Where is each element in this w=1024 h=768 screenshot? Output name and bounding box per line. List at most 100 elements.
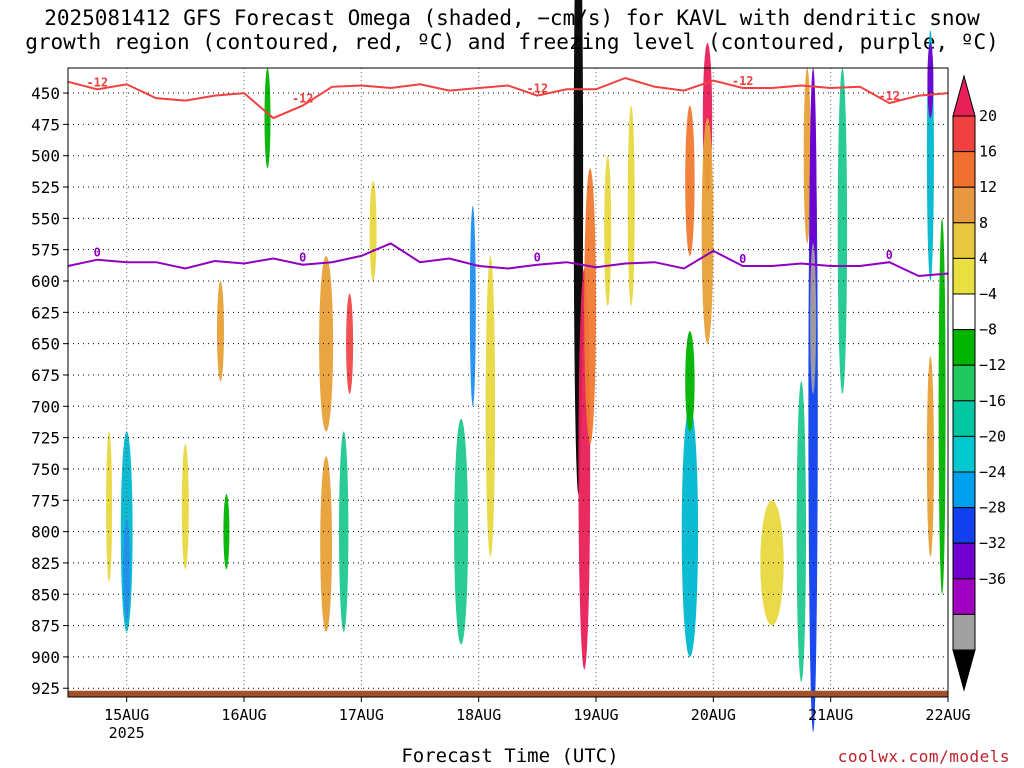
colorbar-segment bbox=[952, 329, 976, 366]
omega-blob bbox=[810, 243, 817, 394]
colorbar-segment bbox=[952, 542, 976, 580]
x-tick-label: 16AUG bbox=[221, 706, 266, 724]
omega-blob bbox=[264, 68, 271, 169]
omega-blob bbox=[927, 42, 934, 119]
colorbar-segment bbox=[952, 293, 976, 331]
colorbar-label: −4 bbox=[979, 285, 997, 303]
omega-blob bbox=[217, 281, 224, 382]
colorbar-label: 4 bbox=[979, 249, 988, 267]
freezing-level-label: 0 bbox=[886, 248, 893, 262]
freezing-level-label: 0 bbox=[299, 251, 306, 265]
contours: -12 -12 -12 -12 -12 0 0 0 0 0 bbox=[67, 74, 949, 278]
omega-blob bbox=[760, 500, 784, 626]
y-tick-label: 900 bbox=[31, 648, 60, 667]
colorbar-segment bbox=[952, 507, 976, 544]
omega-blob bbox=[584, 168, 596, 444]
axes: 450 475 500 525 550 575 600 625 650 675 700 725 750 7… bbox=[31, 67, 971, 742]
x-tick-label: 21AUG bbox=[808, 706, 853, 724]
colorbar-label: −32 bbox=[979, 534, 1006, 552]
omega-blob bbox=[369, 180, 377, 281]
colorbar-segment bbox=[952, 257, 976, 295]
dgz-isotherm-line bbox=[67, 76, 949, 120]
x-axis-label: Forecast Time (UTC) bbox=[401, 745, 619, 767]
colorbar-label: 12 bbox=[979, 178, 997, 196]
colorbar-segment bbox=[952, 400, 976, 437]
y-tick-label: 550 bbox=[31, 209, 60, 228]
colorbar-label: −16 bbox=[979, 392, 1006, 410]
omega-blob bbox=[319, 256, 334, 432]
x-tick-sublabel: 2025 bbox=[109, 724, 145, 742]
colorbar-segment bbox=[952, 471, 976, 509]
colorbar-segment bbox=[952, 115, 976, 153]
omega-blob bbox=[685, 105, 695, 256]
y-tick-label: 875 bbox=[31, 617, 60, 636]
x-tick-label: 17AUG bbox=[339, 706, 384, 724]
y-tick-label: 500 bbox=[31, 147, 60, 166]
omega-blob bbox=[796, 381, 806, 682]
omega-blob bbox=[681, 406, 699, 657]
credit-link[interactable]: coolwx.com/models bbox=[837, 747, 1010, 766]
y-tick-label: 850 bbox=[31, 585, 60, 604]
colorbar-segment bbox=[952, 186, 976, 224]
dgz-isotherm-label: -12 bbox=[878, 89, 900, 103]
omega-blob bbox=[485, 255, 496, 557]
dgz-isotherm-label: -12 bbox=[292, 92, 314, 106]
y-tick-label: 450 bbox=[31, 84, 60, 103]
y-tick-label: 750 bbox=[31, 460, 60, 479]
colorbar-segment bbox=[952, 435, 976, 473]
dgz-isotherm-label: -12 bbox=[86, 75, 108, 89]
omega-blob bbox=[106, 431, 113, 582]
colorbar-label: 20 bbox=[979, 107, 997, 125]
dgz-isotherm-label: -12 bbox=[526, 82, 548, 96]
omega-blob bbox=[469, 205, 476, 407]
colorbar-top-tip bbox=[952, 74, 976, 117]
omega-blob bbox=[837, 68, 848, 394]
colorbar-segment bbox=[952, 222, 976, 259]
omega-blob bbox=[604, 155, 612, 307]
y-tick-label: 650 bbox=[31, 335, 60, 354]
colorbar-label: −24 bbox=[979, 463, 1006, 481]
colorbar: 20 16 12 8 4 −4 −8 −12 −16 −20 −24 −28 −32 −36 bbox=[952, 74, 1006, 692]
y-tick-label: 825 bbox=[31, 554, 60, 573]
colorbar-segment bbox=[952, 151, 976, 188]
x-tick-label: 20AUG bbox=[691, 706, 736, 724]
plot-frame bbox=[67, 67, 949, 698]
colorbar-label: −36 bbox=[979, 570, 1006, 588]
colorbar-label: −8 bbox=[979, 321, 997, 339]
y-tick-label: 775 bbox=[31, 491, 60, 510]
grid bbox=[68, 68, 948, 697]
omega-blob bbox=[926, 356, 934, 557]
colorbar-label: −28 bbox=[979, 499, 1006, 517]
colorbar-segment bbox=[952, 613, 976, 651]
x-tick-label: 22AUG bbox=[925, 706, 970, 724]
x-tick-label: 18AUG bbox=[456, 706, 501, 724]
colorbar-label: −20 bbox=[979, 427, 1006, 445]
freezing-level-label: 0 bbox=[739, 252, 746, 266]
colorbar-bottom-tip bbox=[952, 649, 976, 692]
freezing-level-label: 0 bbox=[94, 246, 101, 260]
y-tick-label: 625 bbox=[31, 303, 60, 322]
y-tick-label: 575 bbox=[31, 241, 60, 260]
omega-blob bbox=[346, 293, 354, 394]
colorbar-label: 8 bbox=[979, 214, 988, 232]
omega-blob bbox=[181, 443, 189, 570]
colorbar-segment bbox=[952, 578, 976, 615]
title-block: 2025081412 GFS Forecast Omega (shaded, −… bbox=[0, 6, 1024, 54]
colorbar-label: −12 bbox=[979, 356, 1006, 374]
y-tick-label: 525 bbox=[31, 178, 60, 197]
freezing-level-line bbox=[67, 242, 949, 278]
x-tick-label: 19AUG bbox=[573, 706, 618, 724]
y-tick-label: 700 bbox=[31, 397, 60, 416]
ground-strip bbox=[68, 690, 948, 697]
ground-terrain bbox=[68, 690, 948, 697]
omega-blob bbox=[803, 68, 811, 244]
y-tick-label: 475 bbox=[31, 115, 60, 134]
omega-blob bbox=[685, 331, 695, 432]
dgz-isotherm-label: -12 bbox=[732, 74, 754, 88]
y-tick-label: 925 bbox=[31, 679, 60, 698]
y-tick-label: 600 bbox=[31, 272, 60, 291]
x-tick-label: 15AUG bbox=[104, 706, 149, 724]
omega-blob bbox=[627, 105, 635, 306]
omega-blob bbox=[701, 118, 714, 344]
